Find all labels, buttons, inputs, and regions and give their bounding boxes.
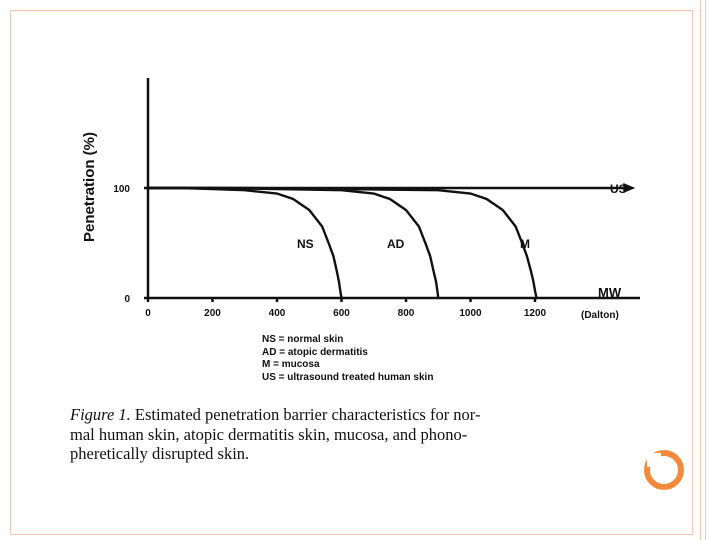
us-arrowhead [623,183,636,193]
series-label-us: US [610,182,627,196]
y-tick-label: 100 [113,184,130,195]
x-axis-label: MW [598,285,622,300]
series-label-ad: AD [387,237,405,251]
caption-line: pheretically disrupted skin. [70,444,250,463]
x-tick-label: 600 [333,308,350,319]
caption-line: Estimated penetration barrier characteri… [130,405,481,424]
legend: NS = normal skin AD = atopic dermatitis … [262,334,433,384]
y-axis-label: Penetration (%) [81,132,98,242]
decorative-orange-ring-icon [644,450,684,490]
caption-line: mal human skin, atopic dermatitis skin, … [70,424,468,444]
y-tick-label: 0 [124,294,130,305]
slide-edge-rule [700,0,701,540]
series-label-m: M [520,237,530,251]
caption-lead: Figure 1. [70,405,131,424]
series-label-ns: NS [297,237,314,251]
legend-entry: AD = atopic dermatitis [262,346,368,358]
x-tick-label: 1200 [524,308,547,319]
legend-entry: NS = normal skin [262,334,344,345]
slide-edge-rule [705,0,706,540]
series-line-m [148,186,538,299]
penetration-chart: Penetration (%) 0 100 0 200 400 600 800 1000 12… [81,78,640,321]
x-tick-label: 0 [145,308,151,319]
x-axis-unit-label: (Dalton) [581,310,619,321]
x-tick-label: 200 [204,308,221,319]
slide-frame [10,10,693,535]
x-tick-label: 800 [398,308,415,319]
legend-entry: M = mucosa [262,359,320,370]
x-tick-label: 400 [269,308,286,319]
x-tick-label: 1000 [459,308,482,319]
legend-entry: US = ultrasound treated human skin [262,371,434,383]
figure: Penetration (%) 0 100 0 200 400 600 800 1000 12… [50,54,670,482]
figure-caption: Figure 1. Estimated penetration barrier … [70,405,670,464]
